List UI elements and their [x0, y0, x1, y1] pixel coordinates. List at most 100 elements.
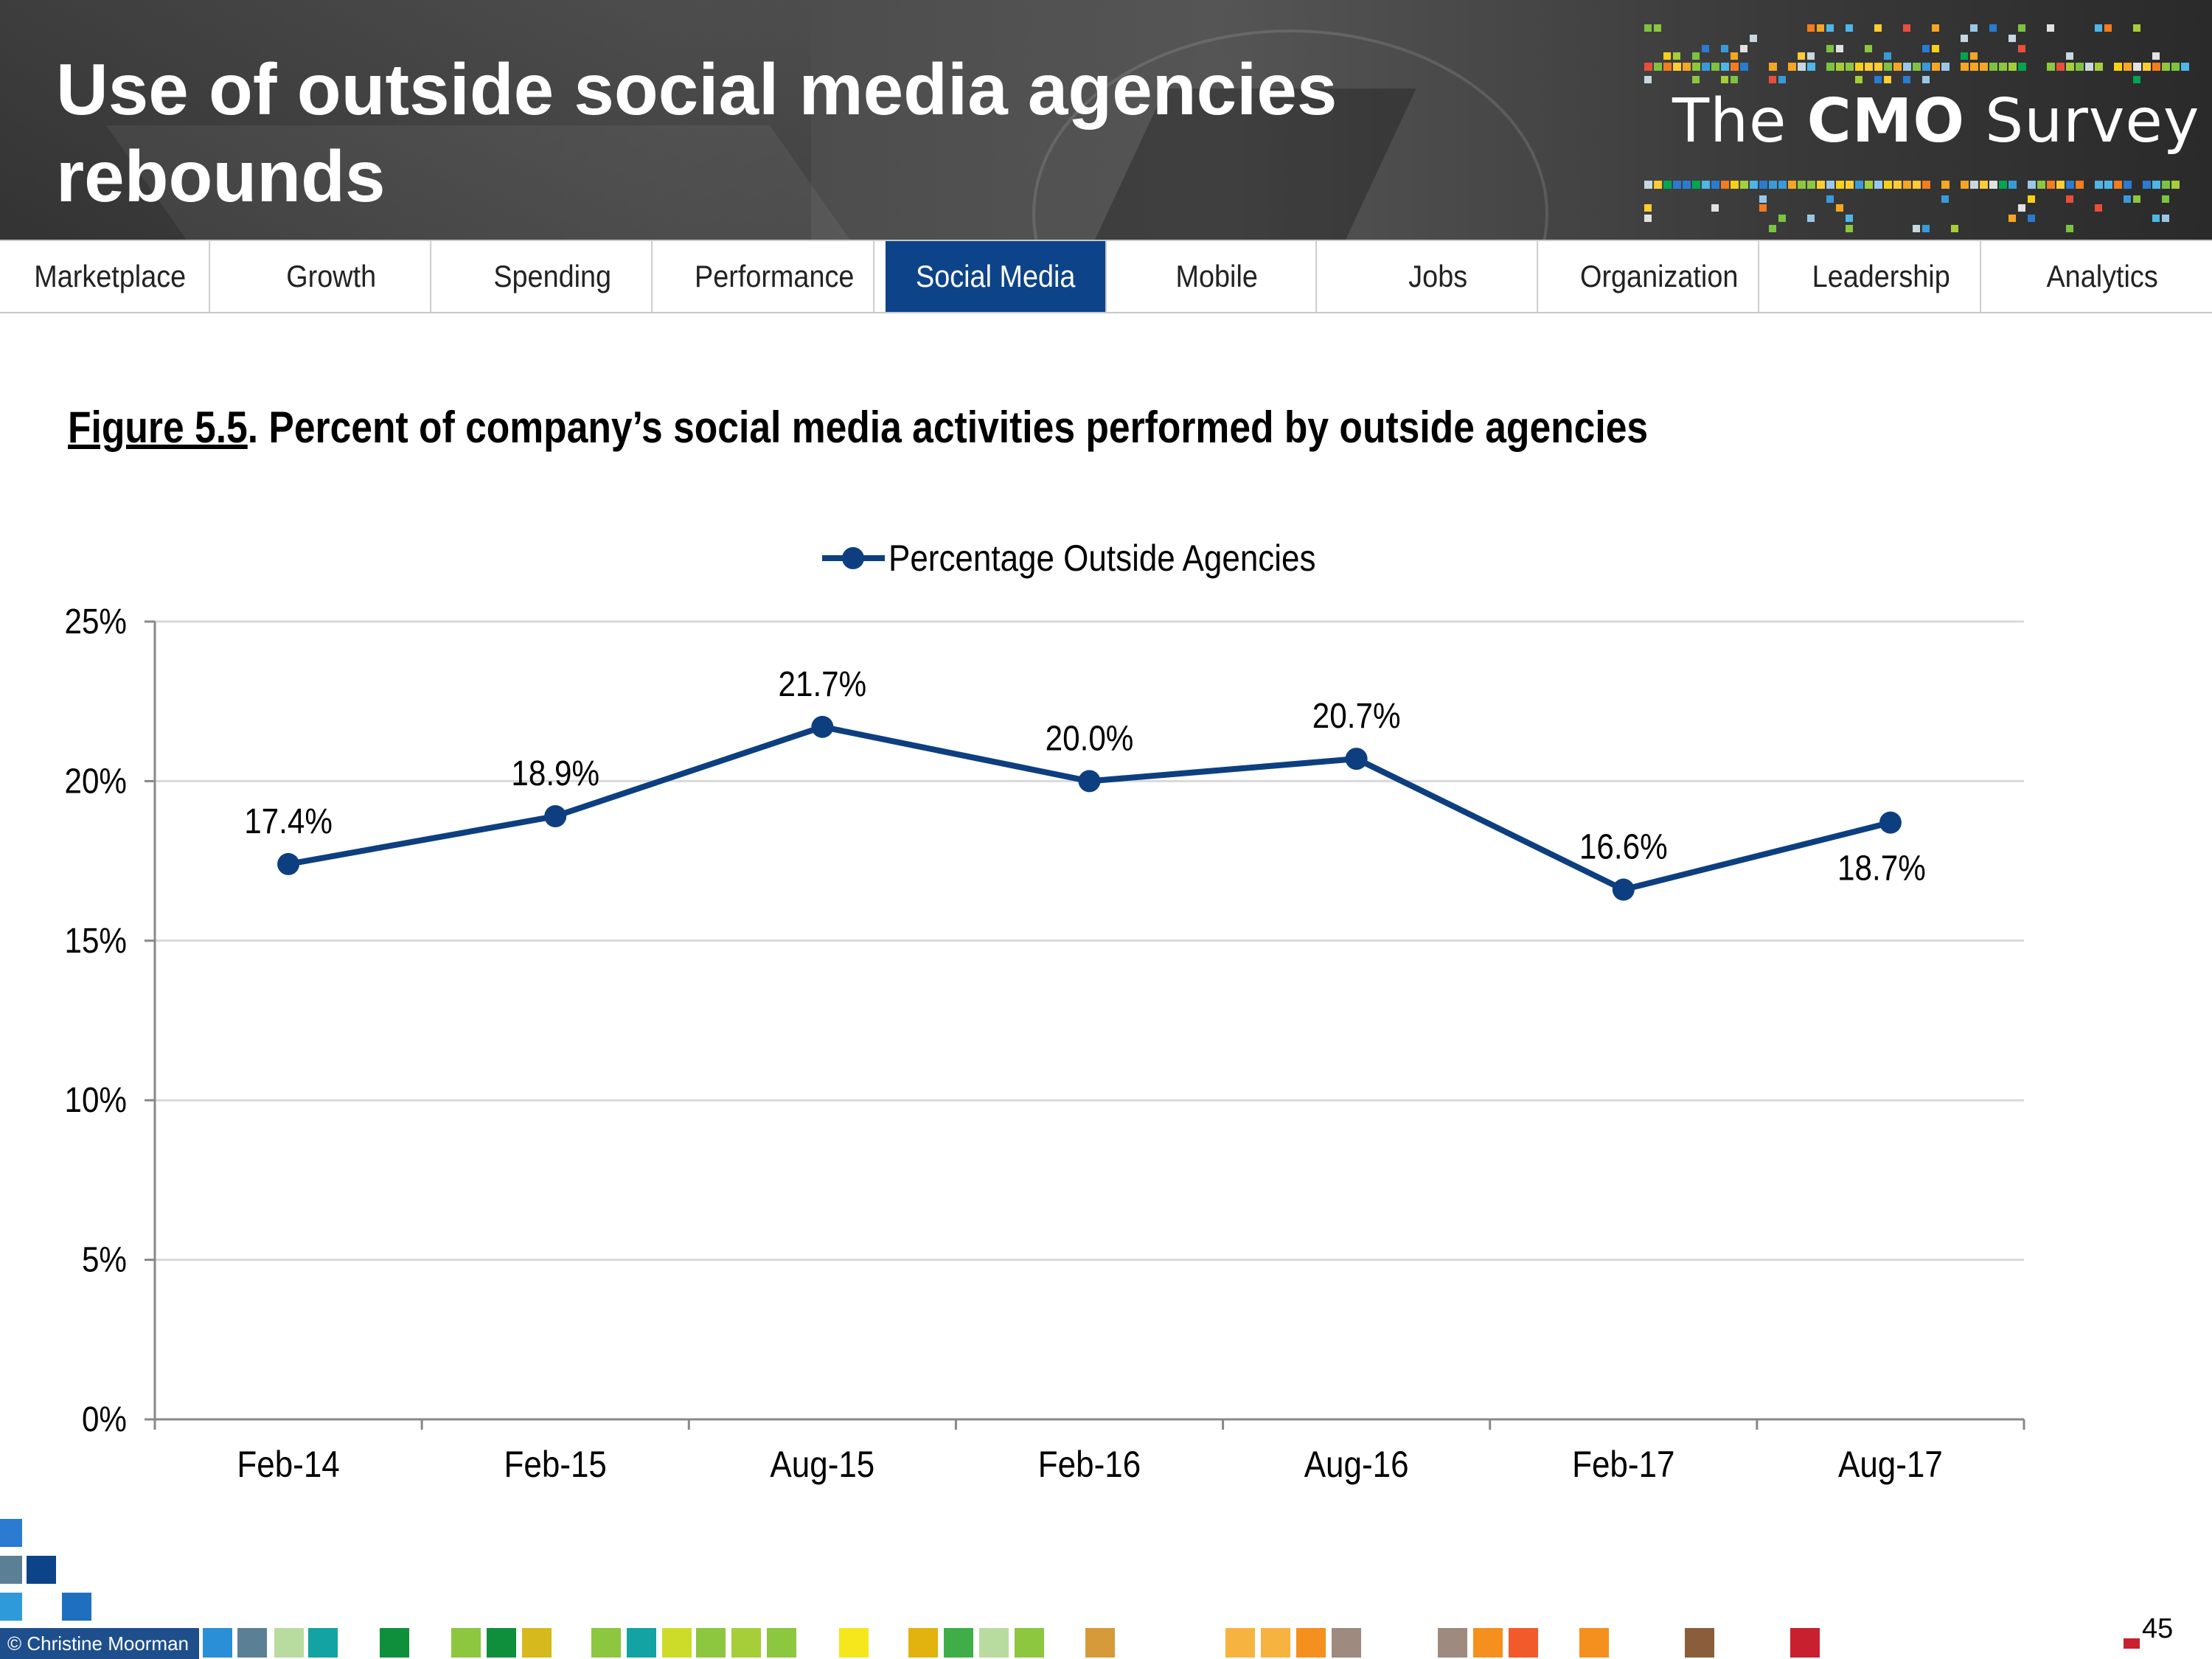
- data-point: [1078, 770, 1101, 793]
- footer-block: [1579, 1628, 1609, 1658]
- logo-pixel: [1750, 181, 1758, 189]
- tab-leadership[interactable]: Leadership: [1782, 241, 1981, 312]
- y-tick-label: 25%: [64, 601, 127, 641]
- logo-brand: CMO: [1806, 86, 1966, 156]
- logo-pixel: [1980, 63, 1988, 71]
- y-tick-label: 15%: [64, 920, 127, 960]
- logo-pixel: [1846, 181, 1854, 189]
- logo-pixel: [1970, 52, 1978, 60]
- logo-pixel: [2104, 24, 2112, 32]
- logo-pixel: [1692, 52, 1700, 60]
- tab-label: Analytics: [2046, 259, 2158, 293]
- copyright: © Christine Moorman: [0, 1628, 199, 1659]
- logo-pixel: [1731, 76, 1738, 83]
- logo-pixel: [2066, 181, 2074, 189]
- footer-block: [662, 1628, 692, 1658]
- logo-pixel: [1913, 225, 1920, 232]
- tab-label: Jobs: [1408, 259, 1468, 293]
- logo-pixel: [1817, 24, 1824, 32]
- logo-pixel: [2095, 63, 2103, 71]
- logo-pixel: [1663, 52, 1671, 60]
- x-tick-label: Feb-14: [237, 1443, 339, 1484]
- logo-pixel: [2047, 24, 2054, 32]
- tab-organization[interactable]: Organization: [1560, 241, 1760, 312]
- data-label: 18.7%: [1837, 848, 1926, 888]
- logo-pixel: [1798, 63, 1806, 71]
- logo-pixel: [2028, 215, 2035, 222]
- logo-pixel: [1999, 181, 2007, 189]
- logo-pixel: [2133, 195, 2140, 203]
- footer-block: [591, 1628, 621, 1658]
- footer-block: [487, 1628, 516, 1658]
- logo-pixel: [2037, 181, 2045, 189]
- footer-block: [522, 1628, 552, 1658]
- tab-marketplace[interactable]: Marketplace: [11, 241, 211, 312]
- data-point: [544, 805, 567, 828]
- logo-pixel: [1884, 181, 1892, 189]
- logo-pixel: [1884, 63, 1892, 71]
- footer-block: [839, 1628, 869, 1658]
- logo-pixel: [2085, 63, 2093, 71]
- logo-pixel: [1846, 225, 1853, 232]
- data-label: 20.0%: [1046, 718, 1134, 758]
- logo-pixel: [2076, 63, 2084, 71]
- logo-pixel: [1663, 63, 1672, 71]
- logo-pixel: [1702, 45, 1709, 52]
- logo-pixel: [1778, 76, 1786, 83]
- logo-pixel: [1692, 63, 1700, 71]
- footer-block: [237, 1628, 267, 1658]
- footer-block: [1296, 1628, 1326, 1658]
- logo-pixel: [1855, 181, 1863, 189]
- logo-pixel: [2056, 181, 2065, 189]
- logo-pixel: [2162, 195, 2169, 203]
- logo-pixel: [2018, 24, 2025, 32]
- logo-pixel: [2181, 63, 2189, 71]
- logo-pixel: [2152, 63, 2160, 71]
- footer-block: [1085, 1628, 1115, 1658]
- logo-pixel: [2124, 181, 2132, 189]
- logo-pixel: [1644, 215, 1652, 222]
- logo-pixel: [2066, 225, 2073, 232]
- logo-pixel: [1644, 63, 1652, 71]
- logo-pixel: [1884, 76, 1891, 83]
- tab-jobs[interactable]: Jobs: [1339, 241, 1539, 312]
- logo-pixel: [1769, 181, 1777, 189]
- logo-pixel: [1922, 45, 1930, 52]
- logo-pixel: [1846, 215, 1853, 222]
- tab-growth[interactable]: Growth: [232, 241, 432, 312]
- logo-pixel: [1846, 24, 1853, 32]
- section-nav: Marketplace Growth Spending Performance …: [0, 240, 2212, 313]
- logo-pixel: [2047, 181, 2055, 189]
- logo-pixel: [1989, 181, 1997, 189]
- tab-social-media[interactable]: Social Media: [885, 241, 1107, 312]
- logo-pixel: [1711, 63, 1719, 71]
- logo-pixel: [2162, 215, 2169, 222]
- logo-pixel: [1893, 181, 1902, 189]
- logo-pixel: [1913, 63, 1921, 71]
- logo-pixel: [1836, 63, 1844, 71]
- tab-performance[interactable]: Performance: [675, 241, 874, 312]
- tab-spending[interactable]: Spending: [453, 241, 653, 312]
- logo-pixel: [1644, 204, 1652, 212]
- logo-pixel: [2008, 181, 2017, 189]
- logo-pixel: [1970, 63, 1978, 71]
- logo-pixel: [1836, 204, 1843, 212]
- logo-pixel: [1750, 35, 1757, 42]
- logo-pixel: [1961, 35, 1968, 42]
- logo-pixel: [1893, 63, 1902, 71]
- tab-mobile[interactable]: Mobile: [1118, 241, 1318, 312]
- logo-pixel: [1989, 63, 1997, 71]
- logo-pixel: [1644, 24, 1652, 32]
- tab-analytics[interactable]: Analytics: [2003, 241, 2201, 312]
- logo-pixel: [1788, 63, 1796, 71]
- logo-pixel: [2008, 35, 2016, 42]
- logo-pixel: [1874, 63, 1882, 71]
- logo-pixel: [2114, 181, 2122, 189]
- data-label: 17.4%: [244, 801, 333, 841]
- logo-pixel: [1903, 63, 1911, 71]
- tab-label: Marketplace: [34, 259, 187, 293]
- page-mark-icon: [2124, 1638, 2140, 1649]
- logo-pixel: [1807, 52, 1815, 60]
- tab-label: Performance: [694, 259, 855, 293]
- logo-pixel: [1922, 76, 1930, 83]
